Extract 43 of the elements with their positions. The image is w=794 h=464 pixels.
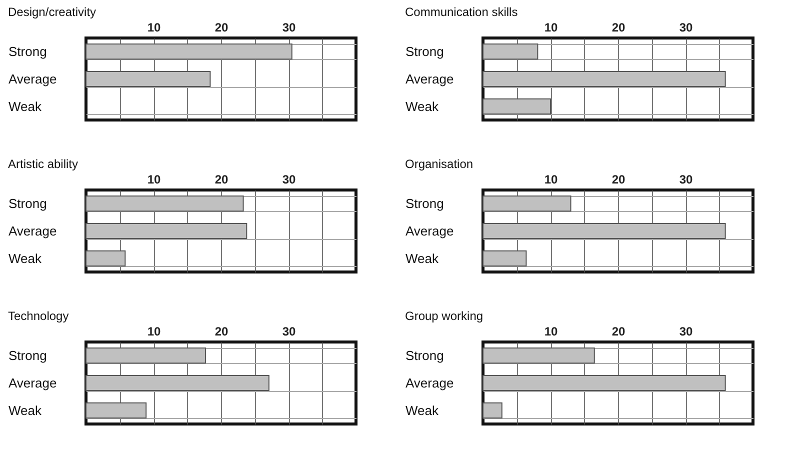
y-tick-label: Weak	[8, 250, 42, 266]
y-tick-label: Average	[406, 72, 454, 86]
x-tick-label: 20	[214, 20, 228, 34]
y-tick-label: Weak	[8, 402, 42, 418]
y-tick-label: Strong	[8, 196, 47, 212]
chart-title: Group working	[405, 309, 484, 323]
y-tick-label: Weak	[8, 98, 42, 114]
y-tick-label: Weak	[406, 250, 439, 266]
y-tick-label: Average	[406, 224, 454, 238]
y-tick-label: Strong	[406, 196, 444, 212]
x-tick-label: 30	[282, 172, 296, 186]
y-tick-label: Weak	[406, 98, 439, 114]
y-tick-label: Strong	[406, 348, 444, 364]
x-tick-label: 30	[282, 20, 296, 34]
y-tick-label: Average	[8, 72, 57, 86]
x-tick-label: 20	[612, 172, 626, 186]
x-tick-label: 10	[147, 20, 161, 34]
y-tick-label: Average	[8, 224, 57, 238]
x-tick-label: 20	[612, 324, 626, 338]
y-tick-label: Strong	[406, 44, 444, 60]
x-tick-label: 10	[147, 172, 161, 186]
y-tick-label: Strong	[8, 44, 47, 60]
y-tick-label: Average	[406, 376, 454, 390]
chart-title: Artistic ability	[8, 157, 78, 171]
x-tick-label: 30	[679, 324, 693, 338]
x-tick-label: 10	[544, 20, 558, 34]
x-tick-label: 10	[544, 172, 558, 186]
x-tick-label: 30	[679, 172, 693, 186]
chart-title: Technology	[8, 309, 69, 323]
chart-title: Communication skills	[405, 5, 518, 19]
x-tick-label: 20	[612, 20, 626, 34]
x-tick-label: 10	[544, 324, 558, 338]
x-tick-label: 30	[679, 20, 693, 34]
chart-title: Organisation	[405, 157, 474, 171]
x-tick-label: 20	[214, 172, 228, 186]
y-tick-label: Weak	[406, 402, 439, 418]
x-tick-label: 30	[282, 324, 296, 338]
bar	[482, 402, 502, 418]
y-tick-label: Average	[8, 376, 57, 390]
y-tick-label: Strong	[8, 348, 47, 364]
x-tick-label: 20	[214, 324, 228, 338]
x-tick-label: 10	[147, 324, 161, 338]
chart-title: Design/creativity	[8, 5, 96, 19]
